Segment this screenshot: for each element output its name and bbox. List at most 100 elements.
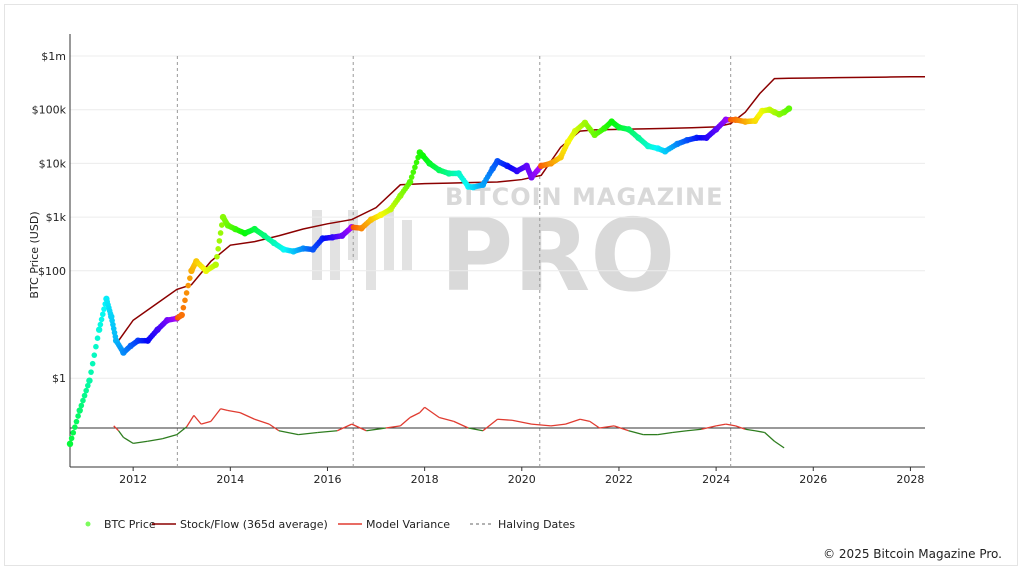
model-variance-segment [482, 418, 498, 432]
legend-swatch [85, 521, 91, 527]
btc-price-point [70, 429, 77, 436]
btc-price-point [219, 222, 225, 228]
watermark-bar [348, 210, 358, 260]
gridlines [69, 34, 925, 468]
btc-price-point [185, 282, 192, 289]
legend[interactable]: BTC Price Stock/Flow (365d average) Model … [85, 518, 576, 531]
btc-price-point [413, 159, 420, 166]
model-variance-segment [453, 420, 469, 429]
model-variance-segment [200, 420, 212, 425]
btc-price-point [183, 290, 190, 296]
model-variance-segment [366, 427, 386, 432]
btc-price-point [68, 435, 75, 442]
model-variance-segment [162, 433, 178, 440]
model-variance-segment [550, 423, 566, 427]
x-tick-label: 2016 [313, 473, 341, 486]
watermark-bar [402, 220, 412, 270]
btc-price-point [94, 335, 101, 341]
btc-price-point [81, 392, 88, 399]
btc-price-point [83, 387, 89, 394]
btc-price-point [101, 306, 107, 312]
x-tick-label: 2020 [508, 473, 536, 486]
model-variance-segment [385, 425, 401, 429]
watermark-line2: PRO [440, 197, 675, 314]
legend-item-3[interactable]: Halving Dates [470, 518, 575, 531]
stock-flow-line [117, 76, 925, 342]
model-variance-segment [672, 430, 688, 434]
x-tick-label: 2022 [605, 473, 633, 486]
y-axis-title: BTC Price (USD) [28, 211, 41, 298]
btc-price-point [75, 413, 81, 419]
model-variance-segment [439, 416, 454, 423]
y-tick-label: $100k [32, 104, 67, 117]
model-variance-segment [715, 423, 726, 427]
model-variance-segment [589, 420, 600, 429]
btc-price-point [412, 164, 418, 171]
model-variance-segment [409, 412, 421, 419]
y-tick-label: $1k [46, 211, 67, 224]
x-tick-label: 2012 [119, 473, 147, 486]
btc-price-point [785, 105, 793, 112]
model-variance-segment [686, 428, 702, 432]
model-variance-segment [657, 431, 673, 436]
model-variance-segment [424, 406, 440, 419]
model-variance-segment [227, 409, 241, 414]
stock-flow-series [117, 76, 925, 342]
y-axis-ticks: $1m $100k $10k $1k $100 $1 [32, 50, 67, 385]
model-variance-segment [147, 438, 163, 442]
btc-price-point [88, 369, 94, 375]
watermark-bar [330, 220, 340, 280]
btc-price-point [180, 304, 187, 311]
x-tick-label: 2014 [216, 473, 244, 486]
model-variance-segment [351, 423, 367, 432]
btc-price-point [410, 169, 417, 175]
btc-price-point [66, 440, 74, 448]
x-tick-label: 2028 [896, 473, 924, 486]
model-variance-segment [186, 415, 195, 428]
btc-price-point [85, 382, 91, 389]
chart-frame [4, 4, 1018, 566]
y-tick-label: $1 [52, 372, 66, 385]
model-variance-segment [511, 419, 532, 425]
btc-price-point [93, 343, 99, 350]
legend-label: Stock/Flow (365d average) [180, 518, 328, 531]
model-variance-segment [497, 418, 513, 421]
btc-price-point [214, 253, 220, 260]
x-tick-label: 2018 [411, 473, 439, 486]
model-variance-segment [298, 431, 318, 436]
legend-item-1[interactable]: Stock/Flow (365d average) [152, 518, 328, 531]
model-variance-segment [118, 430, 124, 438]
legend-label: Halving Dates [498, 518, 575, 531]
btc-price-point [78, 402, 85, 409]
btc-price-point [72, 424, 78, 430]
btc-price-series [66, 105, 793, 448]
model-variance-series [113, 406, 785, 449]
model-variance-segment [735, 425, 746, 430]
legend-item-2[interactable]: Model Variance [338, 518, 450, 531]
model-variance-segment [210, 408, 222, 422]
btc-price-point [98, 316, 105, 323]
btc-price-point [216, 238, 223, 244]
model-variance-segment [628, 430, 644, 436]
halving-date-lines [176, 56, 732, 467]
model-variance-segment [113, 425, 120, 432]
model-variance-segment [531, 423, 551, 427]
model-variance-segment [399, 417, 411, 427]
x-axis-ticks: 2012 2014 2016 2018 2020 2022 2024 2026 2028 [119, 467, 924, 486]
y-tick-label: $1m [41, 50, 66, 63]
model-variance-segment [565, 418, 581, 425]
x-tick-label: 2026 [799, 473, 827, 486]
btc-price-point [212, 261, 219, 268]
btc-price-point [182, 297, 188, 304]
btc-price-point [215, 246, 221, 252]
model-variance-segment [268, 423, 280, 432]
model-variance-segment [254, 418, 270, 425]
btc-price-point [406, 178, 414, 186]
legend-item-0[interactable]: BTC Price [85, 518, 156, 531]
model-variance-segment [336, 423, 353, 432]
btc-price-point [178, 311, 185, 319]
watermark-bar [384, 210, 394, 270]
btc-price-point [95, 326, 103, 333]
